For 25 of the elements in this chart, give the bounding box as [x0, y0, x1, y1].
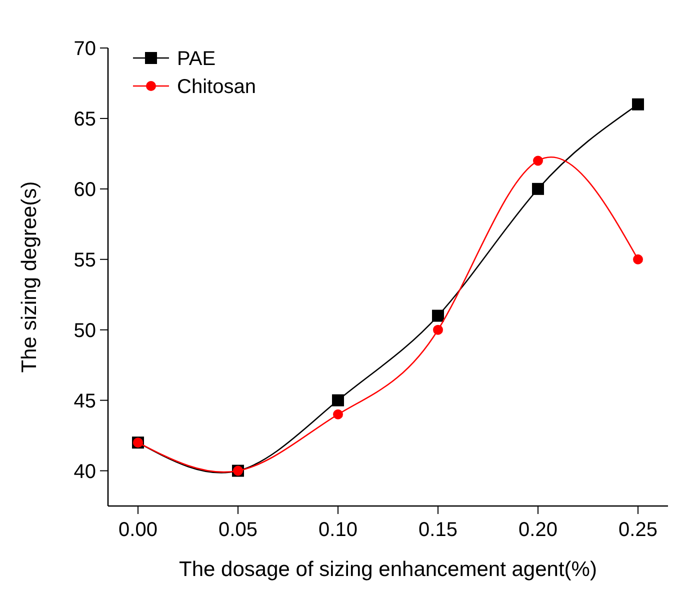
point	[333, 409, 343, 420]
x-tick-label: 0.25	[618, 519, 658, 541]
point	[432, 310, 444, 322]
y-tick-label: 60	[74, 178, 96, 201]
point	[332, 394, 344, 406]
x-axis-title: The dosage of sizing enhancement agent(%)	[179, 558, 597, 581]
y-axis-title: The sizing degree(s)	[18, 181, 41, 373]
y-tick-label: 70	[74, 38, 96, 60]
y-tick-label: 50	[74, 320, 96, 342]
y-tick-label: 40	[74, 460, 96, 483]
x-tick-label: 0.20	[518, 519, 558, 541]
x-tick-label: 0.00	[118, 519, 158, 541]
x-tick-label: 0.05	[218, 519, 258, 541]
y-tick-label: 65	[74, 108, 96, 130]
point	[533, 156, 543, 166]
point	[633, 254, 643, 264]
x-tick-label: 0.15	[418, 519, 458, 541]
y-tick-label: 55	[74, 249, 96, 272]
legend-label: PAE	[177, 48, 216, 70]
y-tick-label: 45	[74, 390, 96, 412]
point	[433, 324, 443, 335]
legend-label: Chitosan	[177, 76, 256, 98]
x-tick-label: 0.10	[318, 519, 358, 541]
point	[532, 182, 544, 195]
point	[632, 98, 644, 110]
